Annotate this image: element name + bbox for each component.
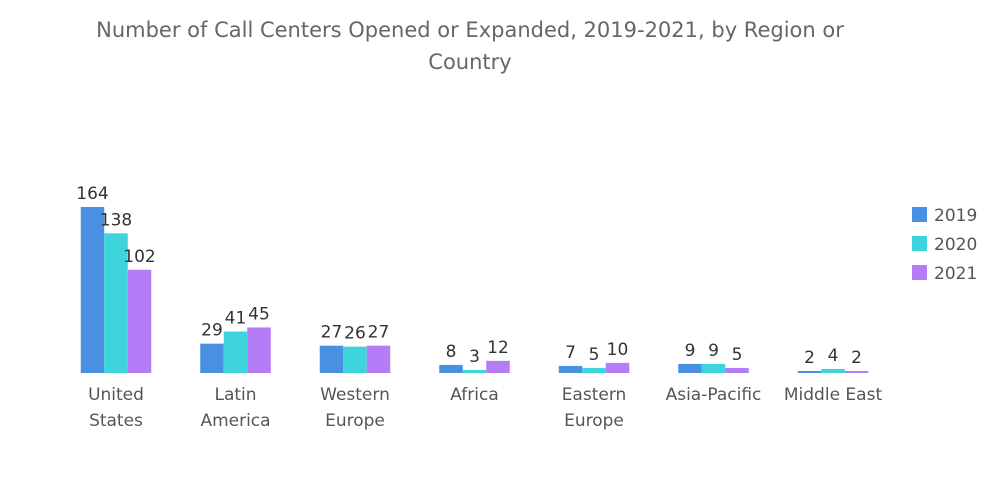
bar-2020-0	[104, 233, 128, 373]
legend-swatch	[912, 236, 927, 251]
x-tick-label: Middle East	[784, 385, 883, 405]
bar-2019-0	[80, 207, 105, 373]
data-label: 4	[828, 346, 839, 366]
data-label: 2	[804, 348, 815, 368]
data-label: 5	[589, 345, 600, 365]
bar-2020-3	[462, 369, 487, 373]
data-label: 10	[607, 340, 629, 360]
bar-2020-6	[821, 368, 845, 373]
bar-2020-4	[582, 367, 606, 373]
legend-label: 2020	[934, 235, 977, 255]
data-label: 27	[321, 323, 343, 343]
bar-2021-1	[247, 327, 271, 373]
data-label: 45	[248, 304, 270, 324]
x-tick-label: Europe	[325, 411, 385, 431]
legend-swatch	[912, 265, 927, 280]
data-label: 7	[565, 343, 576, 363]
bar-2020-1	[223, 331, 248, 373]
data-label: 29	[201, 321, 223, 341]
data-label: 9	[685, 341, 696, 361]
x-tick-label: United	[88, 385, 144, 405]
bar-2019-2	[319, 345, 344, 373]
bar-2019-4	[558, 365, 583, 373]
legend-swatch	[912, 207, 927, 222]
x-tick-label: Eastern	[562, 385, 627, 405]
bar-2021-0	[127, 269, 152, 373]
bar-2021-4	[605, 362, 630, 373]
data-label: 2	[851, 348, 862, 368]
bar-2019-5	[678, 363, 702, 373]
x-tick-label: Europe	[564, 411, 624, 431]
data-label: 5	[732, 345, 743, 365]
data-label: 102	[123, 247, 155, 267]
data-label: 27	[368, 323, 390, 343]
bar-2021-2	[366, 345, 391, 373]
bar-2021-6	[844, 370, 869, 373]
bar-2019-1	[200, 343, 224, 373]
x-tick-label: Asia-Pacific	[666, 385, 762, 405]
legend-label: 2021	[934, 264, 977, 284]
bar-2019-6	[797, 370, 822, 373]
legend-label: 2019	[934, 206, 977, 226]
data-label: 41	[225, 309, 247, 329]
chart-title: Number of Call Centers Opened or Expande…	[96, 18, 844, 74]
bar-2021-3	[486, 360, 510, 373]
x-tick-label: States	[89, 411, 143, 431]
data-label: 12	[487, 338, 509, 358]
data-label: 138	[100, 210, 132, 230]
bar-2021-5	[725, 367, 749, 373]
data-label: 164	[76, 184, 108, 204]
bar-2020-2	[343, 346, 367, 373]
data-label: 3	[469, 347, 480, 367]
x-tick-label: Latin	[214, 385, 256, 405]
legend: 2019 2020 2021	[912, 206, 977, 284]
bar-2020-5	[701, 363, 726, 373]
x-tick-label: Africa	[450, 385, 499, 405]
bar-2019-3	[439, 364, 463, 373]
x-tick-label: Western	[320, 385, 390, 405]
data-label: 8	[446, 342, 457, 362]
x-axis-labels: United States Latin America Western Europe Afr…	[88, 385, 882, 431]
bars-layer	[80, 207, 869, 373]
x-tick-label: America	[200, 411, 270, 431]
data-label: 9	[708, 341, 719, 361]
data-label: 26	[344, 324, 366, 344]
